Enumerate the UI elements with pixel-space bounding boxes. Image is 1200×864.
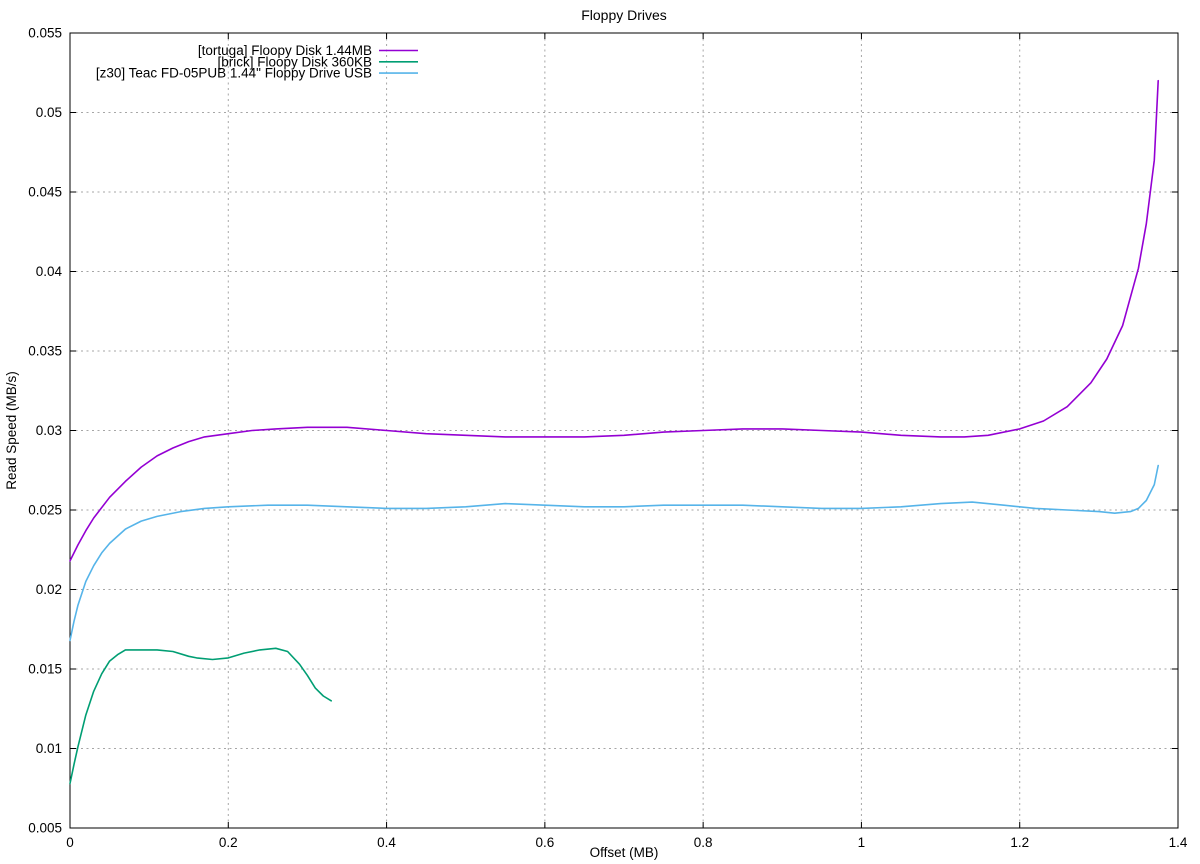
x-tick-label: 0 bbox=[66, 835, 74, 850]
y-tick-label: 0.02 bbox=[36, 582, 62, 597]
legend-label-tortuga: [tortuga] Floopy Disk 1.44MB bbox=[198, 43, 372, 58]
x-axis-label: Offset (MB) bbox=[590, 845, 659, 860]
x-tick-label: 0.8 bbox=[694, 835, 713, 850]
x-tick-label: 1 bbox=[858, 835, 866, 850]
y-tick-label: 0.04 bbox=[36, 264, 63, 279]
x-tick-label: 0.2 bbox=[219, 835, 238, 850]
legend-entry-z30: [z30] Teac FD-05PUB 1.44" Floppy Drive U… bbox=[96, 66, 418, 81]
y-tick-label: 0.03 bbox=[36, 423, 62, 438]
legend-label-brick: [brick] Floopy Disk 360KB bbox=[217, 54, 372, 69]
y-tick-label: 0.025 bbox=[28, 503, 62, 518]
x-tick-label: 0.6 bbox=[535, 835, 554, 850]
y-tick-label: 0.01 bbox=[36, 741, 62, 756]
legend-entry-brick: [brick] Floopy Disk 360KB bbox=[217, 54, 418, 69]
y-tick-label: 0.05 bbox=[36, 105, 62, 120]
y-tick-label: 0.055 bbox=[28, 26, 62, 41]
legend-entry-tortuga: [tortuga] Floopy Disk 1.44MB bbox=[198, 43, 418, 58]
y-axis-label: Read Speed (MB/s) bbox=[4, 371, 19, 490]
legend-label-z30: [z30] Teac FD-05PUB 1.44" Floppy Drive U… bbox=[96, 66, 372, 81]
series-line-brick bbox=[69, 647, 333, 785]
chart-title: Floppy Drives bbox=[581, 7, 667, 23]
y-tick-label: 0.005 bbox=[28, 821, 62, 836]
series-line-tortuga bbox=[69, 79, 1159, 562]
x-tick-label: 0.4 bbox=[377, 835, 396, 850]
legend: [tortuga] Floopy Disk 1.44MB[brick] Floo… bbox=[96, 43, 418, 81]
x-tick-label: 1.4 bbox=[1169, 835, 1188, 850]
x-tick-label: 1.2 bbox=[1010, 835, 1029, 850]
y-tick-label: 0.035 bbox=[28, 344, 62, 359]
series-line-z30 bbox=[69, 464, 1159, 642]
y-tick-label: 0.045 bbox=[28, 185, 62, 200]
y-tick-label: 0.015 bbox=[28, 662, 62, 677]
